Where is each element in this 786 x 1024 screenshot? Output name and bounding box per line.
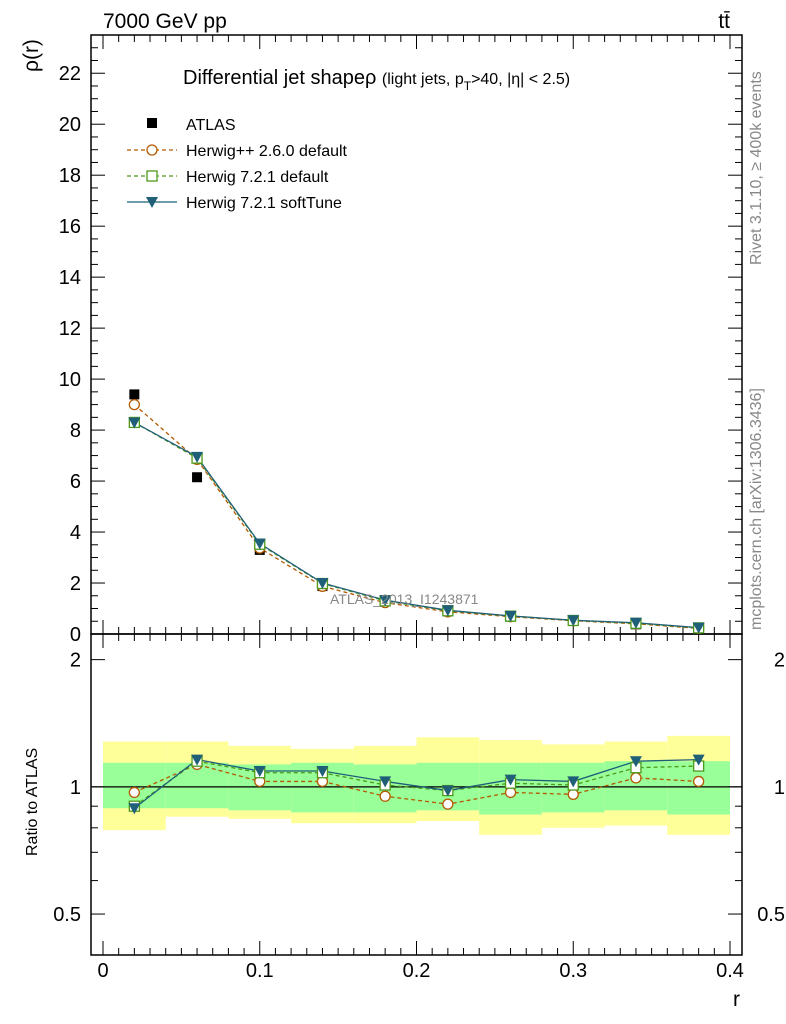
legend-item-herwig7-default: Herwig 7.2.1 default [127, 169, 329, 186]
y-axis-label-ratio: Ratio to ATLAS [24, 748, 41, 856]
herwig7-softtune-ratio-point [191, 754, 204, 766]
x-tick-label: 0.3 [559, 960, 587, 982]
herwig7-softtune-main-point [316, 578, 329, 590]
series-lines [133, 404, 699, 809]
herwig7-softtune-ratio-point [692, 754, 705, 766]
y-tick-label-main: 4 [70, 522, 81, 544]
herwigpp-ratio-point [693, 775, 705, 788]
y-tick-label-main: 14 [59, 267, 81, 289]
x-axis-label: r [733, 988, 740, 1011]
herwig7-softtune-main-point [629, 617, 642, 629]
herwig7-softtune-main-point [253, 538, 266, 550]
herwigpp-ratio-line [134, 763, 699, 805]
y-tick-label-main: 16 [59, 216, 81, 238]
herwig7-softtune-main-point [692, 622, 705, 634]
y-tick-label-main: 8 [70, 420, 81, 442]
herwigpp-ratio-point [442, 798, 454, 810]
legend-marker-herwig7-softtune [146, 197, 158, 208]
y-tick-label-main: 0 [70, 624, 81, 646]
herwig7-softtune-main-point [128, 417, 141, 429]
herwigpp-ratio-point [379, 790, 391, 802]
herwigpp-ratio-point [567, 788, 579, 800]
y-tick-label-main: 20 [59, 114, 81, 136]
legend-item-herwig7-softtune: Herwig 7.2.1 softTune [127, 195, 342, 212]
herwig7-softtune-ratio-point [629, 756, 642, 768]
x-tick-label: 0.4 [716, 960, 744, 982]
y-tick-label-ratio-right: 2 [774, 650, 785, 672]
herwig7-softtune-ratio-point [441, 785, 454, 797]
atlas-data-point [129, 389, 140, 400]
ratio-uncertainty-bands [103, 735, 730, 835]
herwig7-softtune-main-point [567, 615, 580, 627]
legend-label-herwig7-default: Herwig 7.2.1 default [186, 169, 329, 186]
y-axis-label-main: ρ(r) [20, 39, 43, 72]
y-tick-label-main: 10 [59, 369, 81, 391]
legend-item-herwigpp: Herwig++ 2.6.0 default [127, 143, 348, 160]
herwig7-softtune-ratio-point [379, 776, 392, 788]
x-tick-label: 0.1 [246, 960, 274, 982]
ratio-band-inner [165, 762, 229, 809]
y-tick-label-ratio: 0.5 [53, 904, 81, 926]
y-tick-label-ratio-right: 0.5 [757, 904, 785, 926]
herwig7-softtune-ratio-point [567, 776, 580, 788]
mcplots-label: mcplots.cern.ch [arXiv:1306.3436] [748, 388, 765, 630]
header-energy-label: 7000 GeV pp [103, 10, 227, 33]
herwigpp-main-point [128, 398, 141, 411]
herwigpp-ratio-point [128, 786, 141, 799]
herwig7-softtune-main-point [441, 605, 454, 617]
herwig7-softtune-main-point [504, 610, 517, 622]
herwig7-softtune-main-point [379, 595, 392, 607]
legend-marker-atlas [147, 118, 157, 128]
x-tick-label: 0 [97, 960, 108, 982]
atlas-data-point [192, 472, 203, 483]
herwig7-softtune-ratio-point [504, 774, 517, 786]
legend: ATLAS Herwig++ 2.6.0 default Herwig 7.2.… [127, 117, 348, 212]
y-tick-label-ratio: 1 [70, 777, 81, 799]
y-tick-label-main: 6 [70, 471, 81, 493]
herwig7-softtune-main-line [134, 421, 699, 629]
y-tick-label-main: 22 [59, 63, 81, 85]
y-tick-label-ratio: 2 [70, 650, 81, 672]
herwig7-softtune-ratio-line [133, 758, 699, 809]
legend-label-herwig7-softtune: Herwig 7.2.1 softTune [186, 195, 342, 212]
legend-label-herwigpp: Herwig++ 2.6.0 default [186, 143, 348, 160]
series-markers [128, 389, 705, 815]
y-tick-label-main: 18 [59, 165, 81, 187]
plot-title: Differential jet shapeρ (light jets, pT>… [183, 67, 570, 93]
y-tick-label-main: 12 [59, 318, 81, 340]
herwigpp-ratio-point [504, 786, 517, 799]
legend-label-atlas: ATLAS [186, 117, 236, 134]
herwig7-softtune-main-point [191, 451, 204, 463]
analysis-watermark: ATLAS_2013_I1243871 [330, 591, 479, 607]
legend-marker-herwigpp [146, 144, 158, 156]
legend-marker-herwig7-default [146, 170, 158, 182]
y-tick-label-ratio-right: 1 [774, 777, 785, 799]
herwig7-softtune-ratio-point [128, 803, 141, 815]
header-process-label: tt̄ [718, 10, 730, 33]
x-tick-label: 0.2 [403, 960, 431, 982]
legend-item-atlas: ATLAS [147, 117, 236, 134]
herwigpp-ratio-point [630, 772, 642, 784]
rivet-label: Rivet 3.1.10, ≥ 400k events [748, 71, 765, 265]
y-tick-label-main: 2 [70, 573, 81, 595]
herwig7-softtune-ratio-point [253, 766, 266, 778]
herwig7-softtune-ratio-point [316, 766, 329, 778]
